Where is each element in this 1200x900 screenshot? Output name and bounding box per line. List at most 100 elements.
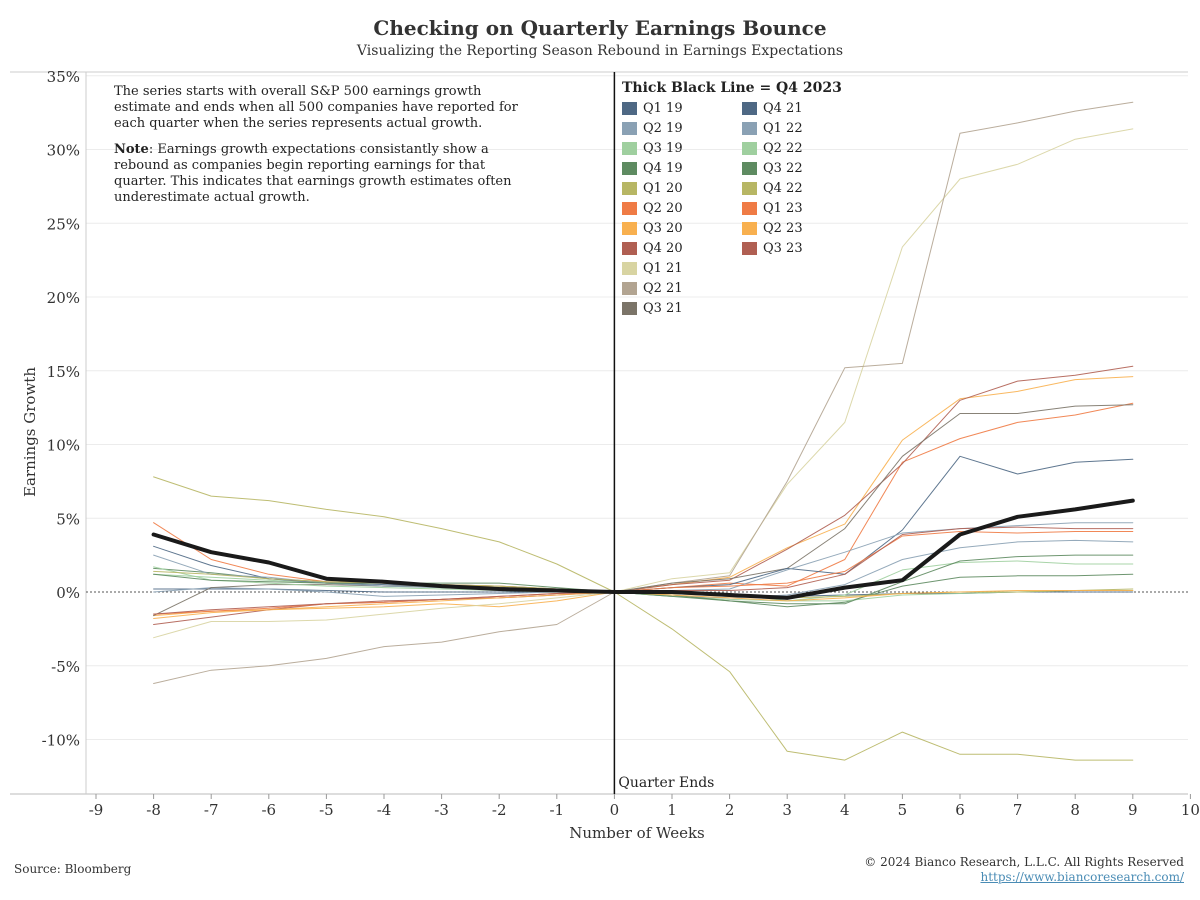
y-tick-label: 20% xyxy=(47,289,80,307)
legend-item: Q3 23 xyxy=(742,238,862,258)
legend-swatch xyxy=(622,161,637,175)
x-tick-label: -5 xyxy=(319,801,334,819)
x-tick-label: 1 xyxy=(667,801,677,819)
series-line-q3-20 xyxy=(153,376,1134,617)
x-tick-label: 4 xyxy=(840,801,850,819)
x-tick-label: 8 xyxy=(1070,801,1080,819)
legend-label: Q3 19 xyxy=(643,140,683,156)
legend-label: Q4 21 xyxy=(763,100,803,116)
x-tick-label: 10 xyxy=(1181,801,1200,819)
series-line-q2-20 xyxy=(153,402,1134,593)
legend-label: Q3 22 xyxy=(763,160,803,176)
legend-label: Q4 19 xyxy=(643,160,683,176)
legend-label: Q1 23 xyxy=(763,200,803,216)
footer-credits: © 2024 Bianco Research, L.L.C. All Right… xyxy=(864,855,1184,885)
series-line-q1-21 xyxy=(153,128,1134,639)
series-line-q3-21 xyxy=(153,404,1134,617)
legend-item: Q1 21 xyxy=(622,258,742,278)
x-tick-label: 9 xyxy=(1128,801,1138,819)
note-text: : Earnings growth expectations consistan… xyxy=(114,142,512,205)
x-tick-label: -7 xyxy=(204,801,219,819)
x-tick-label: -3 xyxy=(434,801,449,819)
legend-item: Q3 22 xyxy=(742,158,862,178)
series-line-q1-20 xyxy=(153,476,1134,761)
y-tick-label: 25% xyxy=(47,215,80,233)
y-tick-label: 0% xyxy=(56,584,80,602)
legend-item: Q4 21 xyxy=(742,98,862,118)
legend-label: Q1 22 xyxy=(763,120,803,136)
legend-column-2: Q4 21 Q1 22 Q2 22 Q3 22 Q4 22 Q1 23 Q2 23 Q3 23 xyxy=(742,98,862,318)
legend-swatch xyxy=(742,161,757,175)
y-tick-label: 30% xyxy=(47,142,80,160)
legend-label: Q2 23 xyxy=(763,220,803,236)
y-axis-title: Earnings Growth xyxy=(21,367,39,497)
legend-item: Q4 19 xyxy=(622,158,742,178)
x-tick-label: 5 xyxy=(898,801,908,819)
legend-item: Q1 23 xyxy=(742,198,862,218)
legend-label: Q2 21 xyxy=(643,280,683,296)
legend: Thick Black Line = Q4 2023 Q1 19 Q2 19 Q3 … xyxy=(622,80,862,318)
legend-swatch xyxy=(742,101,757,115)
y-tick-label: -10% xyxy=(42,732,80,750)
legend-swatch xyxy=(622,141,637,155)
y-tick-label: 5% xyxy=(56,510,80,528)
annotation-note: The series starts with overall S&P 500 e… xyxy=(114,84,534,216)
x-tick-label: 0 xyxy=(610,801,620,819)
grid-lines xyxy=(86,75,1188,740)
x-tick-label: -4 xyxy=(377,801,392,819)
legend-swatch xyxy=(742,201,757,215)
annotation-paragraph-2: Note: Earnings growth expectations consi… xyxy=(114,142,534,206)
legend-swatch xyxy=(742,141,757,155)
legend-swatch xyxy=(622,261,637,275)
axis-labels: 35% 30% 25% 20% 15% 10% 5% 0% -5% -10% -9 -8 -7 -6 -5 -… xyxy=(21,68,1200,842)
legend-swatch xyxy=(622,101,637,115)
x-tick-label: 3 xyxy=(782,801,792,819)
legend-item: Q4 20 xyxy=(622,238,742,258)
x-tick-label: -9 xyxy=(89,801,104,819)
legend-swatch xyxy=(622,241,637,255)
series-line-q3-22 xyxy=(153,554,1134,605)
legend-item: Q3 20 xyxy=(622,218,742,238)
y-tick-label: 15% xyxy=(47,363,80,381)
legend-item: Q2 20 xyxy=(622,198,742,218)
y-tick-label: 35% xyxy=(47,68,80,86)
copyright-text: © 2024 Bianco Research, L.L.C. All Right… xyxy=(864,855,1184,869)
legend-label: Q1 20 xyxy=(643,180,683,196)
x-tick-label: 2 xyxy=(725,801,735,819)
legend-item: Q3 21 xyxy=(622,298,742,318)
legend-label: Q3 20 xyxy=(643,220,683,236)
legend-item: Q1 20 xyxy=(622,178,742,198)
legend-swatch xyxy=(622,181,637,195)
legend-item: Q4 22 xyxy=(742,178,862,198)
legend-swatch xyxy=(622,121,637,135)
legend-swatch xyxy=(622,221,637,235)
series-line-q2-19 xyxy=(153,539,1134,599)
legend-item: Q1 22 xyxy=(742,118,862,138)
website-link[interactable]: https://www.biancoresearch.com/ xyxy=(980,870,1184,884)
legend-swatch xyxy=(622,281,637,295)
legend-label: Q2 22 xyxy=(763,140,803,156)
legend-label: Q1 19 xyxy=(643,100,683,116)
x-tick-label: 7 xyxy=(1013,801,1023,819)
legend-swatch xyxy=(622,201,637,215)
legend-item: Q2 21 xyxy=(622,278,742,298)
annotation-paragraph-1: The series starts with overall S&P 500 e… xyxy=(114,84,518,131)
x-tick-label: 6 xyxy=(955,801,965,819)
quarter-ends-label: Quarter Ends xyxy=(618,775,714,791)
legend-item: Q3 19 xyxy=(622,138,742,158)
legend-label: Q3 21 xyxy=(643,300,683,316)
chart-subtitle: Visualizing the Reporting Season Rebound… xyxy=(356,43,844,59)
legend-swatch xyxy=(622,301,637,315)
legend-label: Q4 20 xyxy=(643,240,683,256)
legend-label: Q1 21 xyxy=(643,260,683,276)
x-tick-label: -2 xyxy=(492,801,507,819)
legend-item: Q2 23 xyxy=(742,218,862,238)
x-tick-label: -6 xyxy=(261,801,276,819)
axes xyxy=(10,71,1191,799)
legend-swatch xyxy=(742,121,757,135)
legend-item: Q2 22 xyxy=(742,138,862,158)
legend-swatch xyxy=(742,221,757,235)
x-tick-label: -1 xyxy=(549,801,564,819)
legend-swatch xyxy=(742,181,757,195)
